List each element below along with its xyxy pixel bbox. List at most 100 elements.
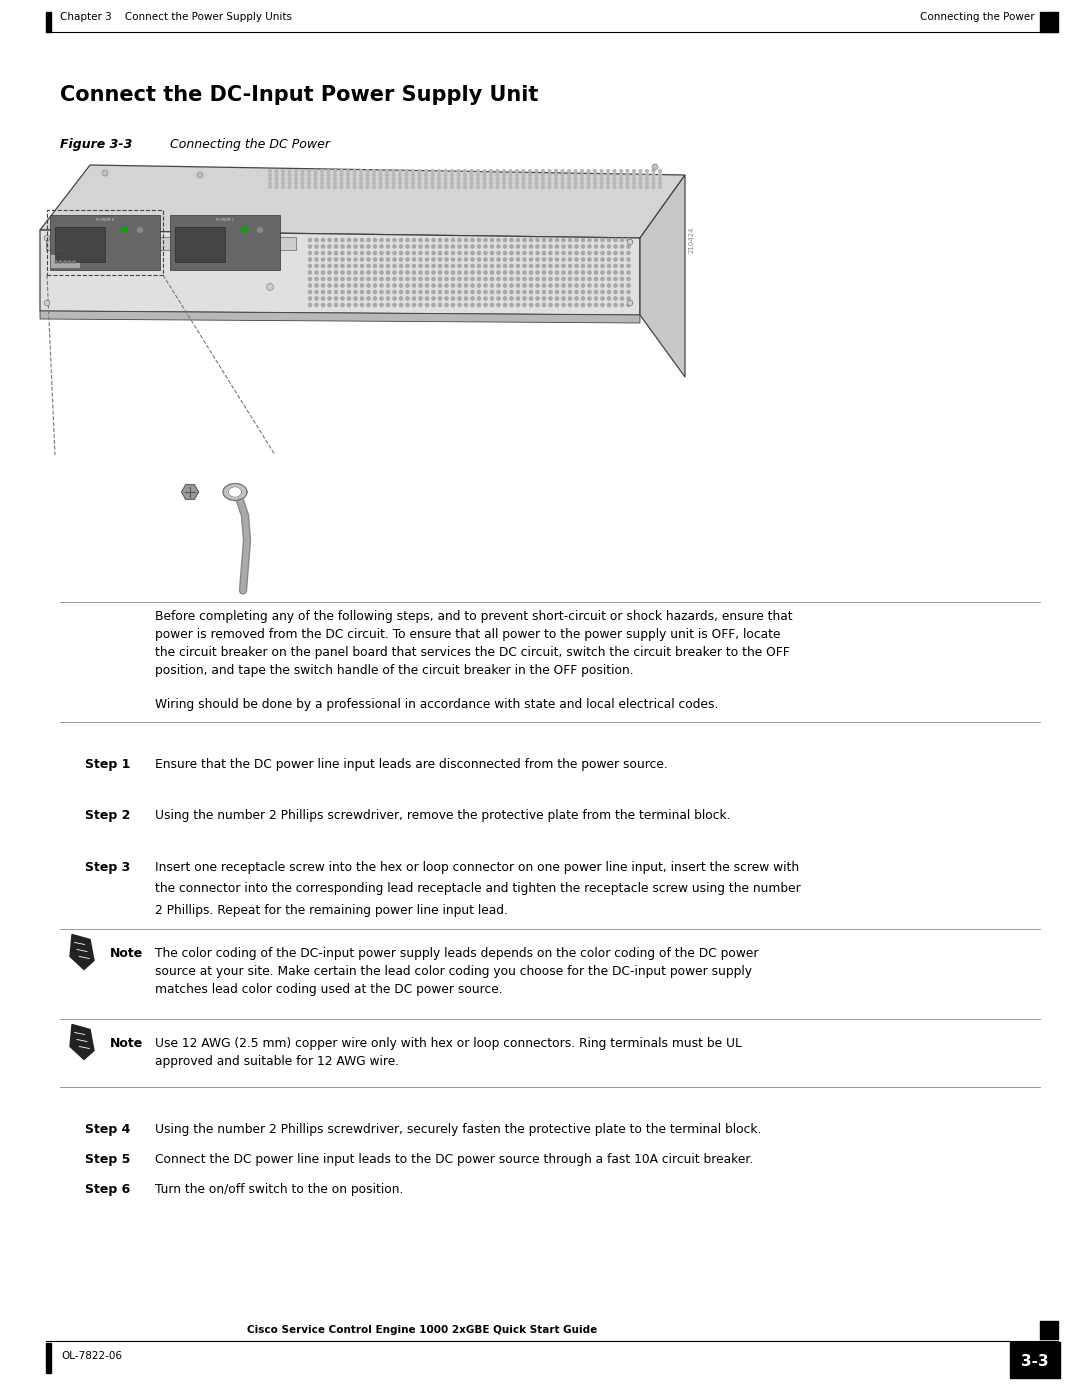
- Circle shape: [450, 177, 454, 180]
- Circle shape: [426, 303, 429, 306]
- Circle shape: [438, 244, 442, 249]
- Circle shape: [627, 239, 633, 244]
- Circle shape: [620, 278, 623, 281]
- Circle shape: [314, 173, 316, 176]
- Circle shape: [477, 258, 481, 261]
- Circle shape: [620, 244, 623, 249]
- Circle shape: [334, 177, 336, 180]
- Circle shape: [659, 186, 661, 189]
- Circle shape: [555, 173, 557, 176]
- Circle shape: [347, 182, 350, 184]
- Circle shape: [516, 244, 519, 249]
- Bar: [170, 215, 280, 270]
- Text: Figure 3-3: Figure 3-3: [60, 138, 133, 151]
- Circle shape: [575, 239, 578, 242]
- Circle shape: [620, 177, 622, 180]
- Text: Connect the DC-Input Power Supply Unit: Connect the DC-Input Power Supply Unit: [60, 85, 538, 105]
- Circle shape: [387, 264, 390, 268]
- Circle shape: [581, 291, 584, 293]
- Circle shape: [529, 251, 532, 254]
- Circle shape: [387, 244, 390, 249]
- Circle shape: [659, 182, 661, 184]
- Circle shape: [328, 271, 332, 274]
- Circle shape: [334, 182, 336, 184]
- Circle shape: [419, 303, 422, 306]
- Circle shape: [555, 278, 558, 281]
- Circle shape: [588, 186, 590, 189]
- Circle shape: [542, 251, 545, 254]
- Circle shape: [387, 251, 390, 254]
- Circle shape: [282, 173, 284, 176]
- Circle shape: [607, 186, 609, 189]
- Circle shape: [361, 251, 364, 254]
- Circle shape: [424, 169, 428, 172]
- Circle shape: [340, 186, 342, 189]
- Circle shape: [379, 182, 382, 184]
- Circle shape: [464, 239, 468, 242]
- Circle shape: [354, 284, 357, 288]
- Circle shape: [484, 278, 487, 281]
- Circle shape: [568, 186, 570, 189]
- Circle shape: [581, 303, 584, 306]
- Circle shape: [347, 177, 350, 180]
- Circle shape: [431, 182, 434, 184]
- Text: Ensure that the DC power line input leads are disconnected from the power source: Ensure that the DC power line input lead…: [156, 759, 667, 771]
- Circle shape: [392, 182, 395, 184]
- Circle shape: [516, 251, 519, 254]
- Circle shape: [489, 173, 492, 176]
- Text: the connector into the corresponding lead receptacle and tighten the receptacle : the connector into the corresponding lea…: [156, 883, 800, 895]
- Circle shape: [528, 177, 531, 180]
- Circle shape: [411, 182, 415, 184]
- Circle shape: [496, 177, 499, 180]
- Circle shape: [387, 303, 390, 306]
- Circle shape: [367, 258, 370, 261]
- Circle shape: [620, 264, 623, 268]
- Circle shape: [477, 244, 481, 249]
- Circle shape: [626, 271, 630, 274]
- Circle shape: [340, 182, 342, 184]
- Circle shape: [639, 182, 642, 184]
- Circle shape: [340, 173, 342, 176]
- Circle shape: [445, 284, 448, 288]
- Circle shape: [607, 303, 610, 306]
- Circle shape: [400, 251, 403, 254]
- Circle shape: [588, 303, 591, 306]
- Circle shape: [575, 251, 578, 254]
- Circle shape: [328, 251, 332, 254]
- Circle shape: [575, 264, 578, 268]
- Circle shape: [451, 303, 455, 306]
- Circle shape: [380, 303, 383, 306]
- Circle shape: [503, 278, 507, 281]
- Circle shape: [568, 182, 570, 184]
- Circle shape: [406, 239, 409, 242]
- Circle shape: [340, 177, 342, 180]
- Circle shape: [659, 177, 661, 180]
- Circle shape: [354, 239, 357, 242]
- Circle shape: [411, 169, 415, 172]
- Circle shape: [588, 298, 591, 300]
- Text: POWER 1: POWER 1: [216, 218, 234, 222]
- Circle shape: [516, 278, 519, 281]
- Circle shape: [497, 239, 500, 242]
- Circle shape: [633, 177, 635, 180]
- Circle shape: [463, 182, 467, 184]
- Circle shape: [464, 244, 468, 249]
- Circle shape: [380, 291, 383, 293]
- Circle shape: [464, 258, 468, 261]
- Circle shape: [613, 251, 617, 254]
- Circle shape: [288, 177, 291, 180]
- Circle shape: [600, 244, 604, 249]
- Circle shape: [594, 244, 597, 249]
- Circle shape: [327, 169, 329, 172]
- Circle shape: [386, 177, 389, 180]
- Text: The color coding of the DC-input power supply leads depends on the color coding : The color coding of the DC-input power s…: [156, 947, 758, 996]
- Circle shape: [444, 169, 447, 172]
- Circle shape: [393, 251, 396, 254]
- Circle shape: [393, 298, 396, 300]
- Circle shape: [588, 239, 591, 242]
- Bar: [50, 254, 80, 268]
- Circle shape: [503, 239, 507, 242]
- Circle shape: [600, 173, 603, 176]
- Circle shape: [413, 244, 416, 249]
- Bar: [46, 237, 296, 250]
